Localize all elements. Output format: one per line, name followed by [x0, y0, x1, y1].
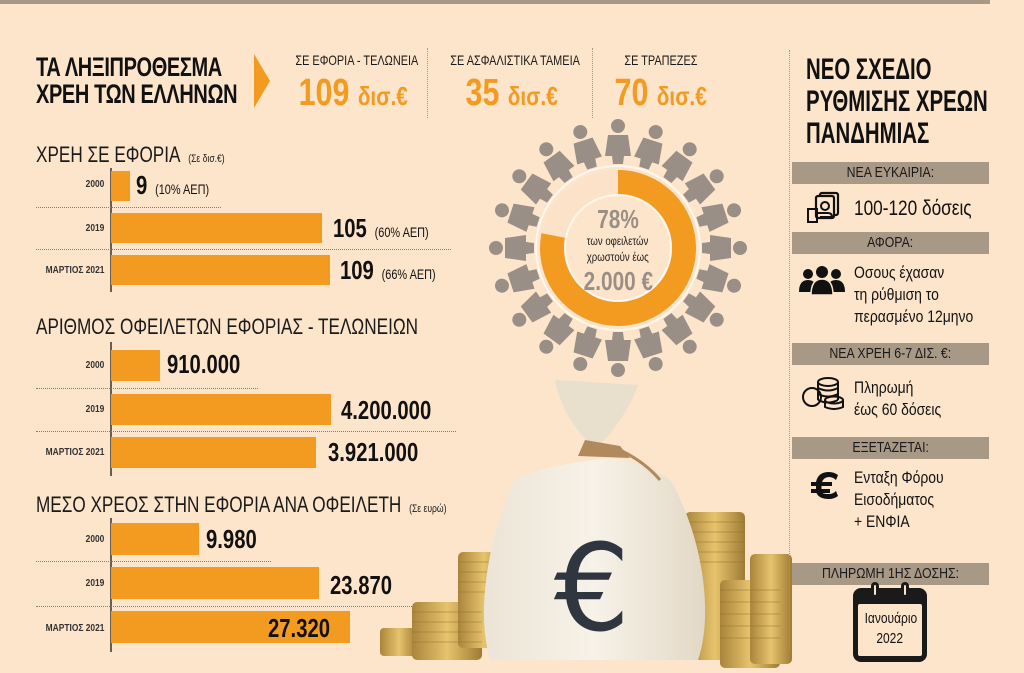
right-panel-divider: [789, 50, 790, 650]
chart3-bar-2000: [111, 523, 199, 555]
band-concerns: ΑΦΟΡΑ:: [792, 232, 989, 254]
people-ring-donut: [489, 119, 747, 377]
chart3-bar-2021: [111, 611, 350, 643]
chart3-axis: [110, 518, 112, 652]
chart2-bar-2021: [111, 437, 316, 468]
cash-hand-icon: [807, 191, 840, 223]
divider: [592, 48, 593, 118]
stat-unit: δισ.€: [657, 81, 708, 111]
donut-segment-78: [540, 170, 696, 326]
stat-banks: ΣΕ ΤΡΑΠΕΖΕΣ 70 δισ.€: [596, 52, 726, 116]
chart2-bar-2000: [111, 350, 160, 381]
donut-desc-line1: των οφειλετών: [587, 234, 649, 248]
chart3-row-label: ΜΑΡΤΙΟΣ 2021: [45, 622, 104, 634]
chart2-row-label: 2000: [85, 359, 104, 371]
donut-center: 78% των οφειλετών χρωστούν έως 2.000 €: [558, 205, 678, 297]
chart3-row-label: 2019: [85, 577, 104, 589]
donut-amount: 2.000 €: [583, 266, 653, 296]
chart3-value: 9.980: [206, 524, 257, 554]
donut-percent: 78%: [597, 204, 639, 234]
stat-label: ΣΕ ΑΣΦΑΛΙΣΤΙΚΑ ΤΑΜΕΙΑ: [450, 52, 580, 68]
stat-value: 109: [298, 72, 350, 114]
chart2-value: 4.200.000: [341, 395, 432, 425]
chart1-row-label: ΜΑΡΤΙΟΣ 2021: [45, 264, 104, 276]
chart1-value: 9 (10% ΑΕΠ): [136, 170, 210, 200]
people-group-icon: [799, 266, 845, 296]
chart1-bar-2000: [111, 171, 130, 201]
stat-label: ΣΕ ΤΡΑΠΕΖΕΣ: [624, 52, 698, 68]
chart3-subtitle: (Σε ευρώ): [409, 503, 447, 515]
chart1-row-label: 2000: [85, 178, 104, 190]
row-separator: [36, 249, 451, 250]
chart2-value: 910.000: [167, 349, 241, 379]
stat-value: 70: [614, 72, 649, 114]
chart3-value: 23.870: [330, 570, 393, 600]
chart1-value: 109 (66% ΑΕΠ): [340, 255, 436, 285]
chart2-axis: [110, 342, 112, 476]
band-new-opportunity: ΝΕΑ ΕΥΚΑΙΡΙΑ:: [792, 162, 989, 184]
main-title-line1: ΤΑ ΛΗΞΙΠΡΟΘΕΣΜΑ: [36, 52, 222, 82]
calendar-month: Ιανουάριο: [864, 610, 918, 627]
chart1-bar-2021: [111, 255, 330, 285]
row-separator: [36, 207, 221, 208]
chart1-subtitle: (Σε δισ.€): [188, 153, 225, 165]
stat-insurance-funds: ΣΕ ΑΣΦΑΛΙΣΤΙΚΑ ΤΑΜΕΙΑ 35 δισ.€: [432, 52, 592, 116]
concerns-text: Οσους έχασαν τη ρύθμιση το περασμένο 12μ…: [854, 263, 974, 326]
row-separator: [36, 431, 456, 432]
chart2-value: 3.921.000: [328, 437, 419, 467]
chart3-value: 27.320: [268, 613, 331, 643]
euro-sign: €: [554, 520, 630, 659]
chart1-row-label: 2019: [85, 222, 104, 234]
top-rule: [0, 0, 990, 4]
stat-tax-customs: ΣΕ ΕΦΟΡΙΑ - ΤΕΛΩΝΕΙΑ 109 δισ.€: [278, 52, 428, 116]
chart1-bar-2019: [111, 213, 322, 243]
band-new-debts: ΝΕΑ ΧΡΕΗ 6-7 ΔΙΣ. €:: [792, 343, 989, 365]
new-debts-text: Πληρωμή έως 60 δόσεις: [854, 378, 942, 419]
right-panel-title: ΝΕΟ ΣΧΕΔΙΟ ΡΥΘΜΙΣΗΣ ΧΡΕΩΝ ΠΑΝΔΗΜΙΑΣ: [806, 53, 988, 150]
main-title-line2: ΧΡΕΗ ΤΩΝ ΕΛΛΗΝΩΝ: [36, 79, 238, 109]
chart3-bar-2019: [111, 567, 319, 599]
chart2-row-label: ΜΑΡΤΙΟΣ 2021: [45, 446, 104, 458]
stat-label: ΣΕ ΕΦΟΡΙΑ - ΤΕΛΩΝΕΙΑ: [295, 52, 419, 68]
chart1-title: ΧΡΕΗ ΣΕ ΕΦΟΡΙΑ (Σε δισ.€): [36, 142, 225, 167]
divider: [427, 48, 428, 118]
under-review-text: Ενταξη Φόρου Εισοδήματος + ΕΝΦΙΑ: [854, 468, 944, 531]
chart1-axis: [110, 168, 112, 292]
chart2-bar-2019: [111, 394, 331, 425]
stat-unit: δισ.€: [508, 81, 559, 111]
arrow-right-icon: [254, 54, 270, 108]
chart2-row-label: 2019: [85, 403, 104, 415]
donut-desc-line2: χρωστούν έως: [586, 250, 650, 264]
chart3-title: ΜΕΣΟ ΧΡΕΟΣ ΣΤΗΝ ΕΦΟΡΙΑ ΑΝΑ ΟΦΕΙΛΕΤΗ (Σε ε…: [36, 492, 447, 517]
chart1-value: 105 (60% ΑΕΠ): [333, 213, 429, 243]
row-separator: [36, 606, 426, 607]
people-ring-icon: [489, 119, 747, 377]
coins-stack-icon: [802, 377, 844, 410]
new-opportunity-text: 100-120 δόσεις: [854, 197, 972, 220]
money-bag-illustration: €: [380, 380, 792, 668]
stat-unit: δισ.€: [357, 81, 408, 111]
chart3-row-label: 2000: [85, 533, 104, 545]
calendar-year: 2022: [876, 630, 904, 647]
row-separator: [36, 561, 271, 562]
band-first-payment: ΠΛΗΡΩΜΗ 1ΗΣ ΔΟΣΗΣ:: [792, 563, 989, 585]
row-separator: [36, 388, 258, 389]
chart2-title: ΑΡΙΘΜΟΣ ΟΦΕΙΛΕΤΩΝ ΕΦΟΡΙΑΣ - ΤΕΛΩΝΕΙΩΝ: [36, 314, 419, 339]
band-under-review: ΕΞΕΤΑΖΕΤΑΙ:: [792, 437, 989, 459]
euro-icon: [811, 472, 838, 499]
calendar-icon: Ιανουάριο 2022: [853, 582, 927, 662]
main-title: ΤΑ ΛΗΞΙΠΡΟΘΕΣΜΑ ΧΡΕΗ ΤΩΝ ΕΛΛΗΝΩΝ: [36, 54, 308, 108]
stat-value: 35: [465, 72, 500, 114]
